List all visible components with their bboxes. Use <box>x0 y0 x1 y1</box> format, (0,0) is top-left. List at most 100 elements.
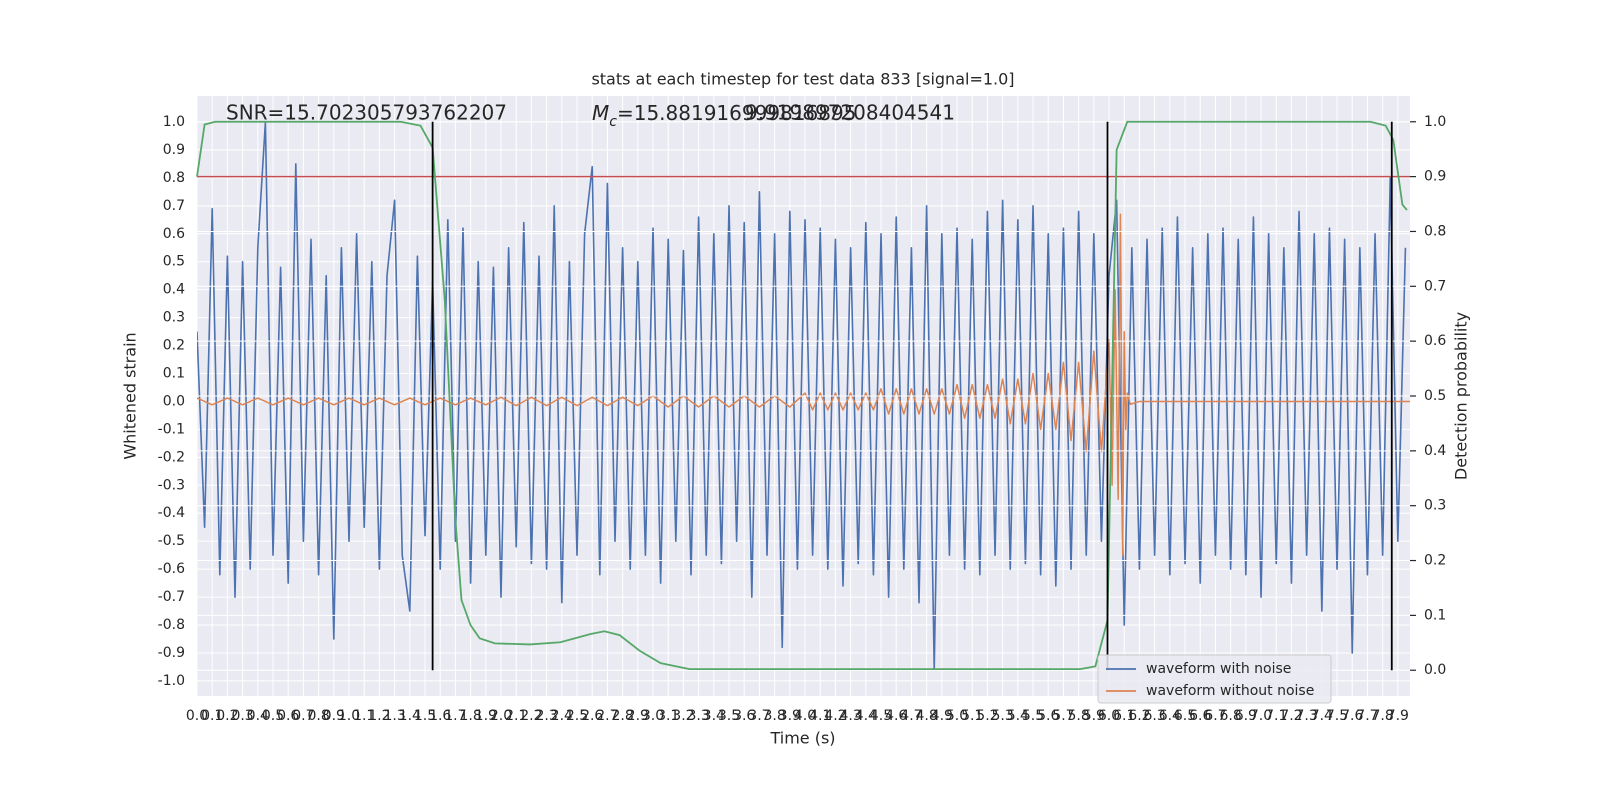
x-tick-label: 5.4 <box>1007 708 1029 724</box>
y-tick-label: -1.0 <box>158 673 185 689</box>
x-tick-label: 6.6 <box>1189 708 1211 724</box>
x-tick-label: 6.9 <box>1235 708 1257 724</box>
x-tick-label: 7.4 <box>1311 708 1333 724</box>
x-tick-label: 7.7 <box>1356 708 1378 724</box>
x-tick-label: 0.8 <box>307 708 329 724</box>
y-tick-label: 1.0 <box>163 114 185 130</box>
x-tick-label: 6.4 <box>1159 708 1181 724</box>
x-tick-label: 3.1 <box>657 708 679 724</box>
x-tick-label: 1.2 <box>368 708 390 724</box>
x-tick-label: 3.5 <box>718 708 740 724</box>
x-tick-label: 3.9 <box>779 708 801 724</box>
legend-box <box>1097 654 1332 704</box>
y2-tick-label: 0.8 <box>1424 223 1446 239</box>
x-tick-label: 6.2 <box>1128 708 1150 724</box>
x-tick-label: 7.2 <box>1280 708 1302 724</box>
x-tick-label: 0.2 <box>216 708 238 724</box>
x-tick-label: 5.2 <box>976 708 998 724</box>
y2-axis-label: Detection probability <box>1452 312 1471 480</box>
y-tick-label: -0.7 <box>158 589 185 605</box>
x-tick-label: 0.3 <box>231 708 253 724</box>
x-tick-label: 2.8 <box>611 708 633 724</box>
y2-tick-label: 0.7 <box>1424 278 1446 294</box>
x-tick-label: 7.5 <box>1326 708 1348 724</box>
x-tick-label: 1.5 <box>414 708 436 724</box>
y2-tick-label: 0.2 <box>1424 553 1446 569</box>
x-tick-label: 4.3 <box>839 708 861 724</box>
y-tick-label: -0.1 <box>158 421 185 437</box>
snr-annotation: SNR=15.702305793762207 <box>226 101 507 125</box>
x-tick-label: 4.4 <box>855 708 877 724</box>
x-tick-label: 1.0 <box>338 708 360 724</box>
x-tick-label: 2.2 <box>520 708 542 724</box>
x-tick-label: 6.0 <box>1098 708 1120 724</box>
mc-annotation: Mc=15.881916999816895 <box>592 101 856 131</box>
x-tick-label: 2.5 <box>566 708 588 724</box>
y-tick-label: -0.3 <box>158 477 185 493</box>
x-tick-label: 0.1 <box>201 708 223 724</box>
x-tick-label: 2.9 <box>627 708 649 724</box>
x-tick-label: 4.6 <box>885 708 907 724</box>
y-tick-label: 0.2 <box>163 338 185 354</box>
x-tick-label: 3.3 <box>687 708 709 724</box>
x-tick-label: 6.3 <box>1143 708 1165 724</box>
y-axis-label: Whitened strain <box>121 332 140 459</box>
data-layer <box>197 121 1410 671</box>
x-tick-label: 5.0 <box>946 708 968 724</box>
y2-tick-label: 1.0 <box>1424 114 1446 130</box>
y-tick-label: 0.7 <box>163 198 185 214</box>
chart-title: stats at each timestep for test data 833… <box>591 70 1014 89</box>
x-tick-label: 4.5 <box>870 708 892 724</box>
x-tick-label: 4.1 <box>809 708 831 724</box>
x-tick-label: 5.5 <box>1022 708 1044 724</box>
y2-tick-label: 0.6 <box>1424 333 1446 349</box>
x-tick-label: 2.4 <box>551 708 573 724</box>
y2-tick-label: 0.0 <box>1424 662 1446 678</box>
x-tick-label: 5.6 <box>1037 708 1059 724</box>
x-tick-label: 7.8 <box>1372 708 1394 724</box>
x-tick-label: 5.8 <box>1067 708 1089 724</box>
legend-label: waveform with noise <box>1146 661 1291 677</box>
x-tick-label: 6.5 <box>1174 708 1196 724</box>
x-tick-label: 1.4 <box>399 708 421 724</box>
x-tick-label: 6.7 <box>1204 708 1226 724</box>
y2-tick-label: 0.3 <box>1424 498 1446 514</box>
x-axis-label: Time (s) <box>769 729 835 748</box>
x-tick-label: 4.7 <box>900 708 922 724</box>
y-tick-label: 0.5 <box>163 254 185 270</box>
x-tick-label: 1.8 <box>459 708 481 724</box>
x-tick-label: 7.9 <box>1387 708 1409 724</box>
x-tick-label: 4.9 <box>931 708 953 724</box>
y-tick-label: 0.6 <box>163 226 185 242</box>
y-tick-label: -0.9 <box>158 645 185 661</box>
y2-tick-label: 0.9 <box>1424 169 1446 185</box>
x-tick-label: 2.0 <box>490 708 512 724</box>
grid: 0.00.10.20.30.40.50.60.70.80.91.01.11.21… <box>158 96 1410 724</box>
mc-symbol: M <box>592 101 609 125</box>
mc-subscript: c <box>609 114 617 130</box>
x-tick-label: 7.3 <box>1296 708 1318 724</box>
x-tick-label: 0.7 <box>292 708 314 724</box>
x-tick-label: 2.1 <box>505 708 527 724</box>
x-tick-label: 7.0 <box>1250 708 1272 724</box>
x-tick-label: 4.2 <box>824 708 846 724</box>
legend: waveform with noise waveform without nois… <box>1097 654 1332 704</box>
x-tick-label: 6.1 <box>1113 708 1135 724</box>
x-tick-label: 4.8 <box>915 708 937 724</box>
x-tick-label: 0.5 <box>262 708 284 724</box>
y-tick-label: -0.8 <box>158 617 185 633</box>
x-tick-label: 3.2 <box>672 708 694 724</box>
x-tick-label: 1.3 <box>383 708 405 724</box>
y-tick-label: -0.4 <box>158 505 185 521</box>
x-tick-label: 6.8 <box>1220 708 1242 724</box>
signal-line <box>197 213 1410 556</box>
x-tick-label: 5.1 <box>961 708 983 724</box>
x-tick-label: 3.4 <box>703 708 725 724</box>
noise-line <box>197 121 1407 671</box>
x-tick-label: 1.1 <box>353 708 375 724</box>
y2-tick-label: 0.5 <box>1424 388 1446 404</box>
x-tick-label: 5.9 <box>1083 708 1105 724</box>
y-tick-label: 0.9 <box>163 142 185 158</box>
